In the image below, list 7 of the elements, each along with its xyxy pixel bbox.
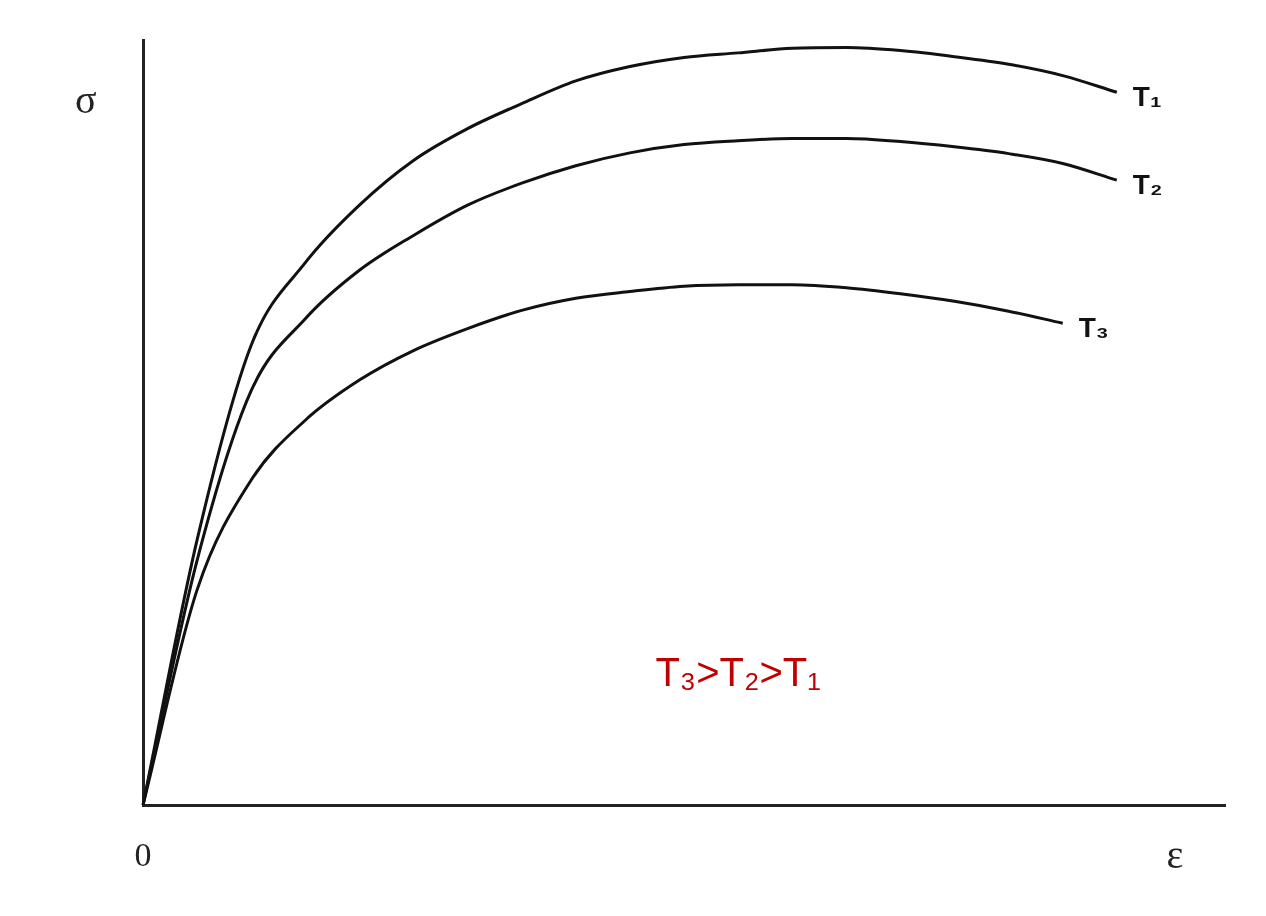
- annotation: T₃>T₂>T₁: [655, 649, 821, 694]
- text: 0: [134, 835, 152, 873]
- series-label: T₂: [1132, 168, 1163, 200]
- series-label: T₃: [1078, 312, 1109, 343]
- x-axis-title: ε: [1166, 831, 1184, 877]
- series-label: T₁: [1132, 80, 1162, 112]
- y-axis-title: σ: [75, 76, 97, 122]
